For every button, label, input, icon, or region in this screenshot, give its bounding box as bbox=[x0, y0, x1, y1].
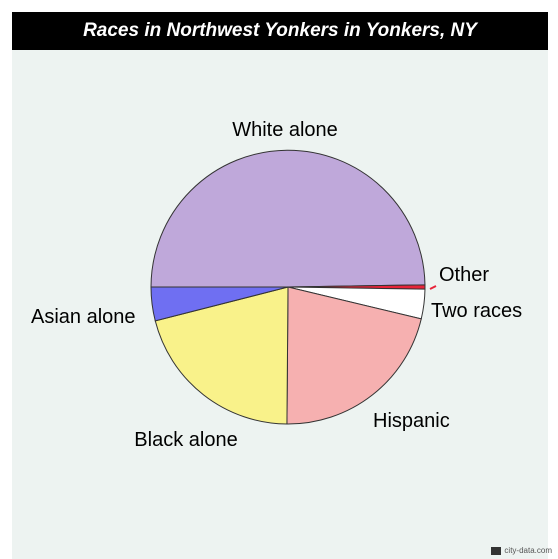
city-data-logo-icon bbox=[491, 546, 502, 555]
label-hispanic: Hispanic bbox=[373, 410, 450, 432]
pie-slice-asian-alone bbox=[150, 286, 289, 322]
watermark: city-data.com bbox=[491, 546, 552, 555]
label-asian-alone: Asian alone bbox=[31, 306, 136, 328]
pie-slices bbox=[150, 149, 426, 425]
watermark-text: city-data.com bbox=[504, 546, 552, 555]
pie-slice-hispanic bbox=[286, 286, 422, 425]
other-leader-line bbox=[429, 285, 437, 290]
pie-slice-black-alone bbox=[154, 286, 289, 425]
chart-title: Races in Northwest Yonkers in Yonkers, N… bbox=[83, 20, 477, 41]
title-bar: Races in Northwest Yonkers in Yonkers, N… bbox=[12, 12, 548, 50]
label-two-races: Two races bbox=[431, 300, 522, 322]
label-black-alone: Black alone bbox=[134, 429, 237, 451]
pie-slice-white-alone bbox=[150, 149, 426, 288]
label-white-alone: White alone bbox=[232, 119, 338, 141]
label-other: Other bbox=[439, 264, 489, 286]
